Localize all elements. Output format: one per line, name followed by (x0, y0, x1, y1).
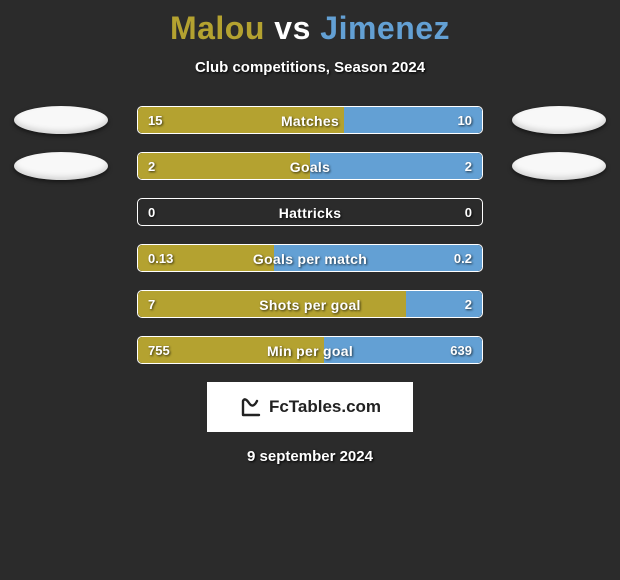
stat-value-right: 639 (450, 337, 472, 364)
stat-value-right: 2 (465, 153, 472, 180)
stat-value-right: 0 (465, 199, 472, 226)
stat-label: Goals (138, 153, 482, 180)
source-badge[interactable]: FcTables.com (207, 382, 413, 432)
stat-value-left: 7 (148, 291, 155, 318)
vs-text: vs (274, 10, 311, 46)
badge-text: FcTables.com (269, 397, 381, 417)
player1-avatar-icon (14, 106, 108, 134)
stat-value-left: 15 (148, 107, 162, 134)
player1-name: Malou (170, 10, 265, 46)
subtitle: Club competitions, Season 2024 (0, 59, 620, 76)
bar-track: Goals2 2 (137, 152, 483, 180)
stat-value-left: 0.13 (148, 245, 173, 272)
stat-value-right: 0.2 (454, 245, 472, 272)
date-text: 9 september 2024 (0, 448, 620, 465)
fctables-logo-icon (239, 395, 263, 419)
stat-row: Shots per goal7 2 (0, 290, 620, 318)
bar-track: Shots per goal7 2 (137, 290, 483, 318)
stat-value-left: 0 (148, 199, 155, 226)
bar-track: Goals per match0.13 0.2 (137, 244, 483, 272)
bar-track: Min per goal755 639 (137, 336, 483, 364)
player2-avatar-icon (512, 106, 606, 134)
bar-track: Matches15 10 (137, 106, 483, 134)
stat-row: Min per goal755 639 (0, 336, 620, 364)
stat-row: Goals2 2 (0, 152, 620, 180)
stat-label: Shots per goal (138, 291, 482, 318)
bar-track: Hattricks0 0 (137, 198, 483, 226)
stat-label: Min per goal (138, 337, 482, 364)
player1-avatar-icon (14, 152, 108, 180)
stat-value-right: 2 (465, 291, 472, 318)
player2-name: Jimenez (320, 10, 450, 46)
stat-row: Hattricks0 0 (0, 198, 620, 226)
stat-value-right: 10 (458, 107, 472, 134)
stat-label: Matches (138, 107, 482, 134)
stats-rows: Matches1510Goals22Hattricks00Goals per m… (0, 106, 620, 364)
stat-row: Matches15 10 (0, 106, 620, 134)
stat-label: Hattricks (138, 199, 482, 226)
comparison-title: Malou vs Jimenez (0, 0, 620, 47)
stat-value-left: 755 (148, 337, 170, 364)
stat-value-left: 2 (148, 153, 155, 180)
stat-label: Goals per match (138, 245, 482, 272)
player2-avatar-icon (512, 152, 606, 180)
stat-row: Goals per match0.13 0.2 (0, 244, 620, 272)
